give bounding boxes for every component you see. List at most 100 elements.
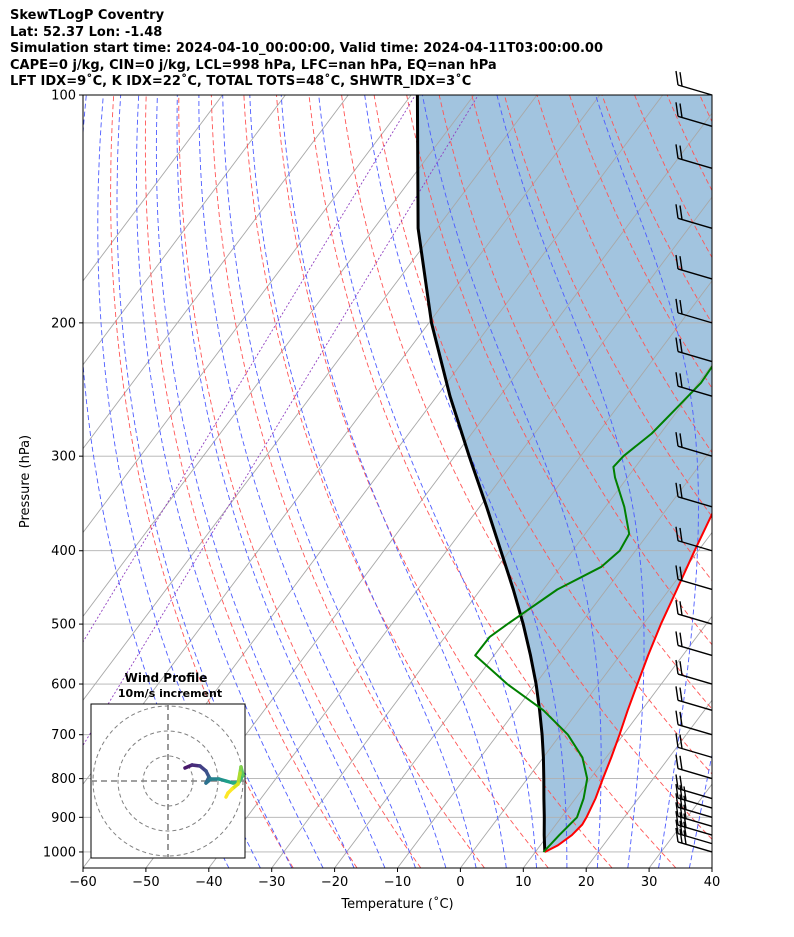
moist-adiabat-line xyxy=(595,95,699,868)
isotherm-line xyxy=(460,531,712,868)
wind-barb-shaft xyxy=(677,787,713,800)
isotherm-line xyxy=(83,95,538,702)
dry-adiabat-line xyxy=(373,95,712,775)
wind-barb xyxy=(675,793,713,818)
y-tick-label: 700 xyxy=(51,728,76,743)
mixing-ratio-line xyxy=(83,95,416,643)
dry-adiabat-line xyxy=(210,95,485,868)
axes: −60 −50 −40 −30 −20 −10 0 10 20 30 40 1000 900 800 700… xyxy=(18,89,720,913)
cape-shading xyxy=(417,95,712,852)
hodograph-title: Wind Profile xyxy=(125,671,208,685)
x-tick-label: −20 xyxy=(321,875,348,890)
wind-barb-flag xyxy=(679,687,683,702)
wind-barb-flag xyxy=(675,298,679,313)
wind-barb-flag xyxy=(679,711,683,727)
wind-barb-shaft xyxy=(677,767,713,780)
wind-barb-flag xyxy=(679,632,683,647)
hodograph-ring xyxy=(117,730,219,832)
wind-barb-shaft xyxy=(677,824,713,836)
wind-barb-flag xyxy=(675,599,679,615)
y-tick-label: 1000 xyxy=(43,845,76,860)
wind-barb-flag xyxy=(679,205,683,220)
wind-barb xyxy=(675,432,713,457)
wind-barb-flag xyxy=(683,813,687,828)
wind-barb-flag xyxy=(679,829,683,844)
wind-barb-flag xyxy=(675,482,679,497)
dry-adiabat-line xyxy=(438,95,712,646)
wind-barbs xyxy=(675,70,713,853)
y-tick-label: 400 xyxy=(51,544,76,559)
x-tick-label: −30 xyxy=(258,875,285,890)
wind-barb-flag xyxy=(683,830,687,845)
wind-barb-flag xyxy=(675,733,679,748)
wind-barb-shaft xyxy=(677,724,713,736)
wind-barb-flag xyxy=(675,810,679,826)
wind-barb xyxy=(675,810,713,836)
wind-barb xyxy=(675,204,713,229)
wind-barb xyxy=(675,774,713,800)
moist-adiabat-line xyxy=(280,95,507,868)
y-tick-label: 200 xyxy=(51,316,76,331)
y-axis-label: Pressure (hPa) xyxy=(18,435,33,528)
wind-barb-shaft xyxy=(677,350,713,363)
wind-barb-flag xyxy=(675,802,679,817)
wind-barb-flag xyxy=(679,256,683,271)
wind-barb-flag xyxy=(679,601,683,616)
wind-barb-flag xyxy=(675,793,679,808)
wind-barb-shaft xyxy=(677,613,713,625)
wind-barb-flag xyxy=(675,659,679,675)
y-tick-label: 900 xyxy=(51,811,76,826)
wind-barb-flag xyxy=(679,803,683,818)
wind-barb-flag xyxy=(683,795,687,810)
wind-barb-flag xyxy=(683,821,687,837)
wind-barb-flag xyxy=(675,686,679,701)
wind-barb xyxy=(675,631,713,657)
hodograph-subtitle: 10m/s increment xyxy=(118,687,222,700)
wind-barb-flag xyxy=(679,661,683,676)
dry-adiabat-line xyxy=(308,95,677,868)
wind-barb xyxy=(675,802,713,828)
x-tick-label: 10 xyxy=(515,875,532,890)
moist-adiabat-line xyxy=(198,95,416,868)
x-tick-label: −10 xyxy=(384,875,411,890)
mixing-ratio-line xyxy=(83,95,479,747)
wind-barb-shaft xyxy=(677,157,713,170)
wind-barb-flag xyxy=(675,774,679,789)
wind-barb xyxy=(675,337,713,363)
wind-barb-flag xyxy=(675,254,679,270)
dry-adiabat-line xyxy=(699,95,712,123)
dry-adiabat-line xyxy=(276,95,613,868)
moist-adiabat-line xyxy=(249,95,477,868)
wind-barb xyxy=(675,482,713,508)
x-tick-label: −60 xyxy=(69,875,96,890)
wind-barb-flag xyxy=(675,204,679,219)
y-tick-label: 300 xyxy=(51,450,76,465)
isotherm-line xyxy=(775,95,794,868)
moist-adiabat-line xyxy=(155,95,355,868)
wind-barb-flag xyxy=(679,755,683,770)
index-line: LFT IDX=9˚C, K IDX=22˚C, TOTAL TOTS=48˚C… xyxy=(10,74,472,89)
wind-barb-shaft xyxy=(677,815,713,828)
wind-barb-flag xyxy=(675,710,679,725)
dry-adiabat-line xyxy=(601,95,712,325)
dry-adiabat-line xyxy=(243,95,549,868)
wind-barb xyxy=(675,659,713,685)
wind-barb-flag xyxy=(679,794,683,809)
wind-barb-shaft xyxy=(677,115,713,128)
wind-barb-flag xyxy=(675,783,679,799)
wind-barb-shaft xyxy=(677,746,713,759)
moist-adiabat-line xyxy=(318,95,538,868)
wind-barb xyxy=(675,298,713,324)
isotherm-line xyxy=(585,699,712,868)
wind-barb-flag xyxy=(675,819,679,834)
isotherm-line xyxy=(83,95,286,366)
wind-barb-flag xyxy=(675,827,679,843)
wind-barb-flag xyxy=(675,754,679,769)
parcel-profile-line xyxy=(415,95,547,853)
wind-barb-flag xyxy=(683,786,687,801)
wind-barb-shaft xyxy=(677,84,713,96)
wind-barb-flag xyxy=(679,338,683,353)
moist-adiabat-line xyxy=(136,95,324,868)
isotherm-line xyxy=(271,280,712,868)
dry-adiabat-line xyxy=(732,95,794,868)
